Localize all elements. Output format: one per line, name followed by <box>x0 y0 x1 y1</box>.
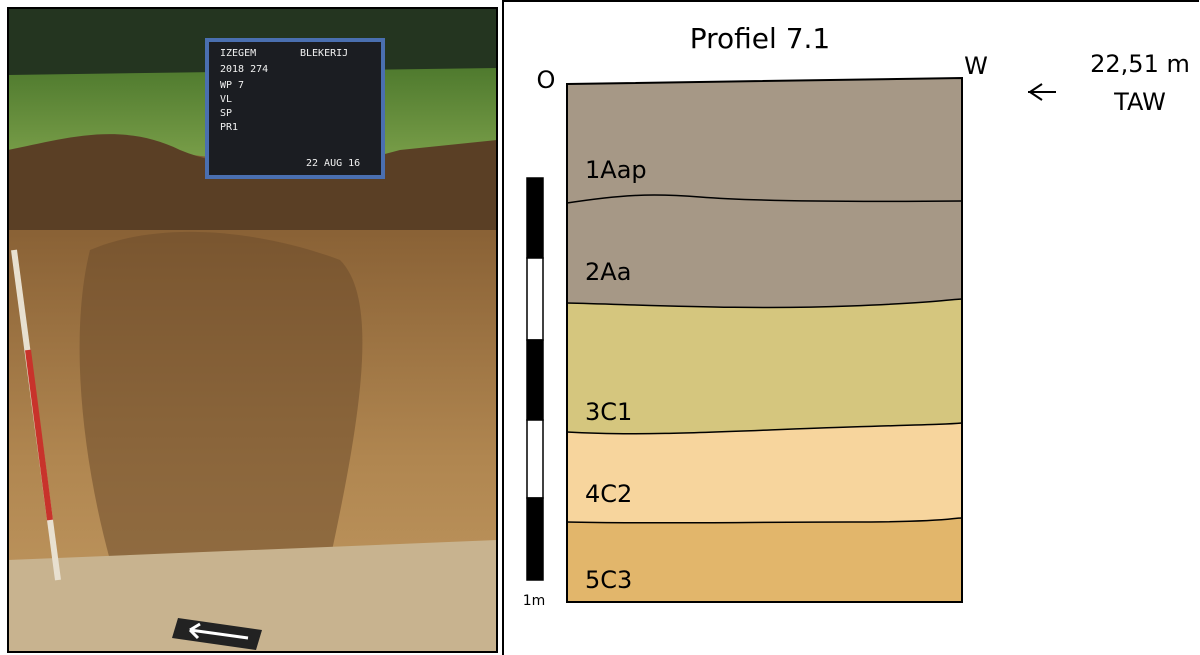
scale-label: 1m <box>523 593 546 609</box>
figure: IZEGEM BLEKERIJ 2018 274 WP 7 VL SP PR1 … <box>0 0 1200 655</box>
title: Profiel 7.1 <box>690 22 831 55</box>
board-text: SP <box>220 108 232 119</box>
shadow <box>80 232 363 560</box>
board-text: 22 AUG 16 <box>306 158 360 169</box>
board-text: PR1 <box>220 122 238 133</box>
scale-bar <box>527 178 543 580</box>
layer-label: 5C3 <box>585 566 632 594</box>
board <box>207 40 383 177</box>
layer-label: 2Aa <box>585 258 631 286</box>
layer-label: 3C1 <box>585 398 632 426</box>
board-text: BLEKERIJ <box>300 48 348 59</box>
elevation: 22,51 m <box>1090 50 1190 78</box>
diagram: Profiel 7.1 O W 22,51 m TAW 1Aap 2Aa 3C1… <box>503 1 1199 655</box>
orientation-right: W <box>964 52 988 80</box>
board-text: 2018 274 <box>220 64 268 75</box>
photo: IZEGEM BLEKERIJ 2018 274 WP 7 VL SP PR1 … <box>8 8 497 652</box>
orientation-left: O <box>537 66 556 94</box>
level-symbol <box>1028 84 1056 100</box>
datum: TAW <box>1113 88 1166 116</box>
layer-label: 4C2 <box>585 480 632 508</box>
board-text: WP 7 <box>220 80 244 91</box>
layer-label: 1Aap <box>585 156 647 184</box>
board-text: IZEGEM <box>220 48 256 59</box>
board-text: VL <box>220 94 232 105</box>
